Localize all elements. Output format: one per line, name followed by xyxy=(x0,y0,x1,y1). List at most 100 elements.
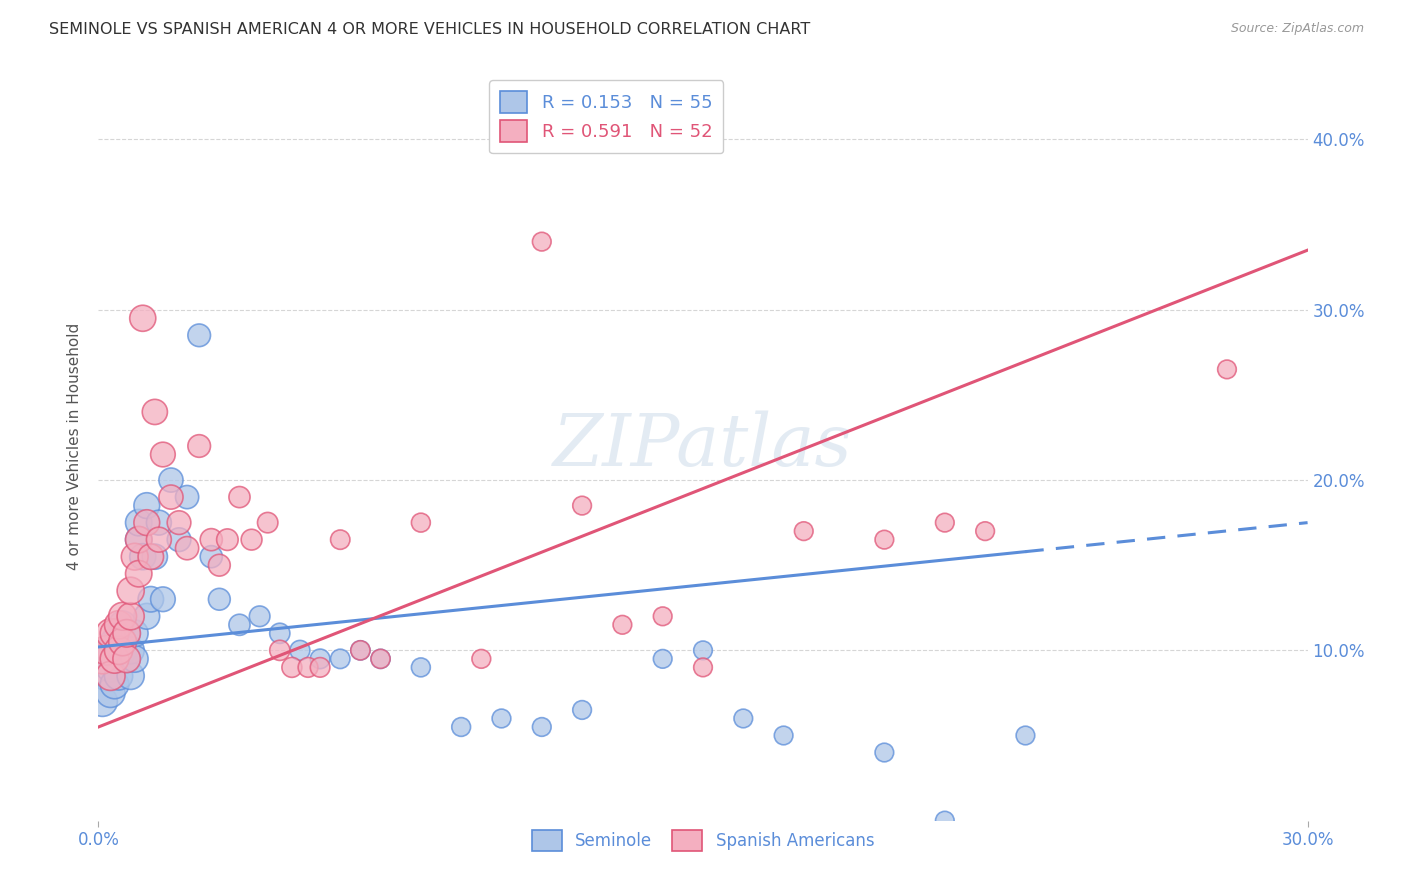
Point xyxy=(107,643,129,657)
Point xyxy=(100,686,122,700)
Point xyxy=(571,703,593,717)
Point xyxy=(128,533,150,547)
Point xyxy=(132,311,155,326)
Point xyxy=(139,549,162,564)
Point xyxy=(873,746,896,760)
Point xyxy=(152,448,174,462)
Point xyxy=(103,635,125,649)
Point xyxy=(651,609,673,624)
Point xyxy=(188,328,211,343)
Point xyxy=(160,490,183,504)
Point xyxy=(111,617,134,632)
Y-axis label: 4 or more Vehicles in Household: 4 or more Vehicles in Household xyxy=(67,322,83,570)
Point xyxy=(772,729,794,743)
Point xyxy=(349,643,371,657)
Point xyxy=(111,652,134,666)
Point xyxy=(297,660,319,674)
Point xyxy=(111,635,134,649)
Point xyxy=(188,439,211,453)
Point xyxy=(571,499,593,513)
Point xyxy=(100,643,122,657)
Point xyxy=(349,643,371,657)
Point xyxy=(135,609,157,624)
Point xyxy=(107,626,129,640)
Point xyxy=(124,549,146,564)
Point xyxy=(115,652,138,666)
Point xyxy=(692,643,714,657)
Point xyxy=(249,609,271,624)
Point xyxy=(1216,362,1239,376)
Point xyxy=(200,549,222,564)
Point xyxy=(107,617,129,632)
Point xyxy=(733,711,755,725)
Point xyxy=(934,814,956,828)
Point xyxy=(450,720,472,734)
Point xyxy=(91,652,114,666)
Point xyxy=(111,643,134,657)
Point xyxy=(115,652,138,666)
Point xyxy=(491,711,513,725)
Point xyxy=(176,490,198,504)
Point xyxy=(200,533,222,547)
Point xyxy=(269,643,291,657)
Point xyxy=(1014,729,1036,743)
Point xyxy=(107,669,129,683)
Point xyxy=(120,583,142,598)
Point xyxy=(107,652,129,666)
Point xyxy=(530,235,553,249)
Point xyxy=(103,652,125,666)
Point xyxy=(409,660,432,674)
Point xyxy=(176,541,198,556)
Point xyxy=(132,549,155,564)
Point xyxy=(370,652,392,666)
Point xyxy=(612,617,634,632)
Point xyxy=(217,533,239,547)
Point xyxy=(152,592,174,607)
Point xyxy=(167,516,190,530)
Point xyxy=(269,626,291,640)
Point xyxy=(96,643,118,657)
Text: Source: ZipAtlas.com: Source: ZipAtlas.com xyxy=(1230,22,1364,36)
Point xyxy=(139,592,162,607)
Point xyxy=(873,533,896,547)
Point xyxy=(100,669,122,683)
Point xyxy=(288,643,311,657)
Point xyxy=(143,405,166,419)
Point xyxy=(208,592,231,607)
Point xyxy=(124,652,146,666)
Point xyxy=(692,660,714,674)
Point xyxy=(128,566,150,581)
Text: SEMINOLE VS SPANISH AMERICAN 4 OR MORE VEHICLES IN HOUSEHOLD CORRELATION CHART: SEMINOLE VS SPANISH AMERICAN 4 OR MORE V… xyxy=(49,22,810,37)
Point xyxy=(115,626,138,640)
Point xyxy=(103,677,125,691)
Point xyxy=(974,524,997,538)
Point xyxy=(120,609,142,624)
Point xyxy=(148,533,170,547)
Point xyxy=(228,490,250,504)
Point xyxy=(160,473,183,487)
Point xyxy=(124,626,146,640)
Point xyxy=(111,609,134,624)
Point xyxy=(143,549,166,564)
Point xyxy=(148,516,170,530)
Point xyxy=(281,660,304,674)
Legend: Seminole, Spanish Americans: Seminole, Spanish Americans xyxy=(524,823,882,857)
Point xyxy=(96,652,118,666)
Point xyxy=(228,617,250,632)
Point xyxy=(329,533,352,547)
Point xyxy=(96,669,118,683)
Point xyxy=(470,652,492,666)
Point xyxy=(120,669,142,683)
Point xyxy=(934,516,956,530)
Point xyxy=(115,626,138,640)
Point xyxy=(370,652,392,666)
Point xyxy=(128,516,150,530)
Point xyxy=(309,660,332,674)
Point xyxy=(120,643,142,657)
Point xyxy=(100,660,122,674)
Point xyxy=(208,558,231,573)
Point xyxy=(100,626,122,640)
Point xyxy=(167,533,190,547)
Point xyxy=(329,652,352,666)
Point xyxy=(240,533,263,547)
